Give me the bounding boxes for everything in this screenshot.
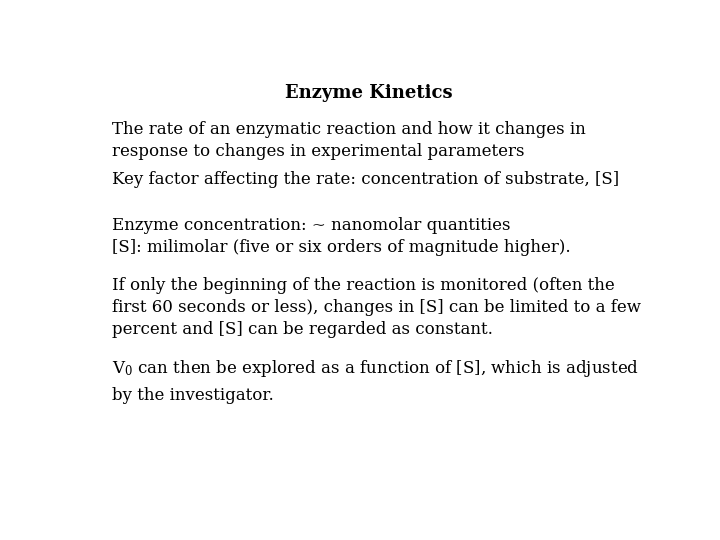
Text: $\mathregular{V_0}$ can then be explored as a function of [S], which is adjusted: $\mathregular{V_0}$ can then be explored… xyxy=(112,358,639,379)
Text: Key factor affecting the rate: concentration of substrate, [S]: Key factor affecting the rate: concentra… xyxy=(112,171,619,188)
Text: The rate of an enzymatic reaction and how it changes in
response to changes in e: The rate of an enzymatic reaction and ho… xyxy=(112,121,586,160)
Text: If only the beginning of the reaction is monitored (often the
first 60 seconds o: If only the beginning of the reaction is… xyxy=(112,277,642,338)
Text: by the investigator.: by the investigator. xyxy=(112,387,274,404)
Text: Enzyme Kinetics: Enzyme Kinetics xyxy=(285,84,453,102)
Text: Enzyme concentration: ~ nanomolar quantities
[S]: milimolar (five or six orders : Enzyme concentration: ~ nanomolar quanti… xyxy=(112,217,571,256)
